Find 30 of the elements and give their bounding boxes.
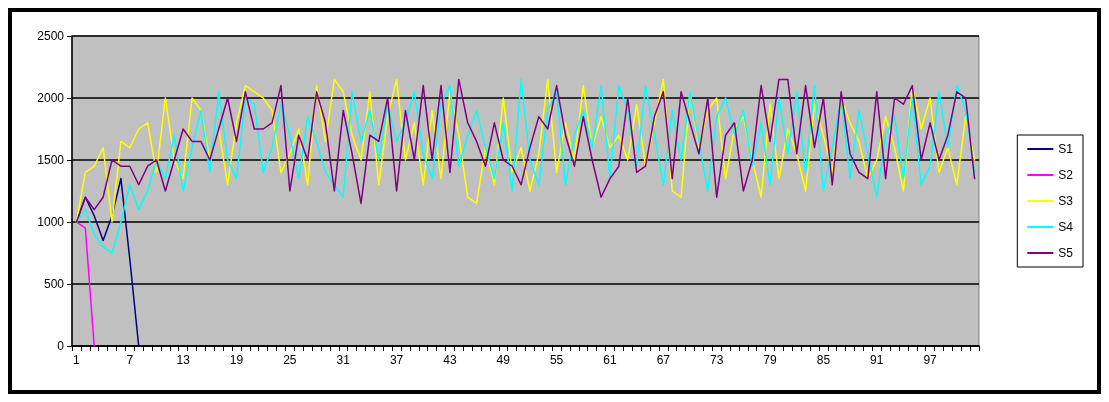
x-tick-label: 31 (336, 353, 351, 367)
x-tick-label: 73 (710, 353, 724, 367)
y-tick-label: 0 (57, 339, 65, 353)
y-tick-label: 2500 (37, 29, 65, 43)
x-tick-label: 49 (496, 353, 511, 367)
y-tick-label: 1000 (37, 215, 65, 229)
x-tick-label: 67 (656, 353, 671, 367)
x-tick-label: 13 (176, 353, 191, 367)
y-tick-label: 500 (43, 277, 65, 291)
x-tick-label: 85 (816, 353, 831, 367)
x-tick-label: 19 (229, 353, 244, 367)
x-tick-label: 25 (283, 353, 297, 367)
line-series (75, 78, 976, 254)
y-tick-label: 1500 (37, 153, 65, 167)
legend-label: S3 (1058, 194, 1074, 208)
x-tick-label: 97 (923, 353, 938, 367)
legend-label: S1 (1058, 142, 1074, 156)
x-tick-label: 79 (763, 353, 778, 367)
line-series (75, 78, 976, 223)
x-tick-label: 1 (73, 353, 81, 367)
x-tick-label: 91 (870, 353, 884, 367)
x-tick-label: 55 (549, 353, 564, 367)
legend-label: S4 (1058, 220, 1074, 234)
y-tick-label: 2000 (37, 91, 65, 105)
x-tick-label: 61 (603, 353, 617, 367)
x-tick-label: 37 (389, 353, 404, 367)
x-tick-label: 43 (443, 353, 457, 367)
x-tick-label: 7 (126, 353, 134, 367)
legend-label: S2 (1058, 168, 1074, 182)
legend-label: S5 (1058, 246, 1074, 260)
